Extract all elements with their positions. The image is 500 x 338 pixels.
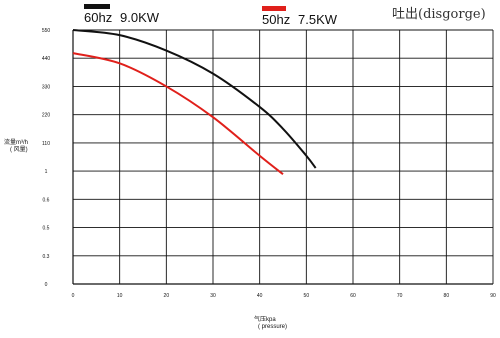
y-tick-label: 330	[42, 84, 51, 90]
x-axis-label: 气压kpa	[254, 315, 276, 323]
legend-swatch-50hz	[262, 6, 286, 11]
y-tick-label: 220	[42, 113, 51, 119]
series-line-50hz	[72, 52, 284, 175]
x-tick-label: 20	[164, 293, 170, 299]
x-tick-label: 60	[350, 293, 356, 299]
x-tick-label: 90	[490, 293, 496, 299]
series-lines	[72, 29, 317, 175]
grid	[72, 29, 494, 285]
y-tick-label: 550	[42, 28, 51, 34]
legend: 60hz 9.0KW 50hz 7.5KW	[84, 4, 338, 27]
x-tick-label: 0	[72, 293, 75, 299]
y-axis-label: 流量m³/h	[4, 138, 28, 146]
y-axis-sublabel: ( 风量)	[10, 146, 28, 153]
series-line-60hz	[72, 29, 317, 169]
y-tick-label: 0.6	[43, 197, 50, 203]
legend-label-60hz-power: 9.0KW	[120, 10, 160, 25]
y-tick-label: 440	[42, 56, 51, 62]
legend-label-50hz-power: 7.5KW	[298, 12, 338, 27]
x-tick-label: 50	[304, 293, 310, 299]
x-axis-sublabel: ( pressure)	[258, 324, 287, 330]
x-tick-label: 10	[117, 293, 123, 299]
y-tick-label: 1	[45, 169, 48, 175]
legend-swatch-60hz	[84, 4, 110, 9]
x-tick-label: 70	[397, 293, 403, 299]
x-tick-label: 40	[257, 293, 263, 299]
y-tick-label: 110	[42, 141, 50, 147]
y-tick-label: 0.5	[43, 226, 50, 232]
x-tick-label: 80	[444, 293, 450, 299]
y-tick-label: 0	[45, 282, 48, 288]
tick-labels: 0 10 20 30 40 50 60 70 80 90 0 0.3 0.5 0.6 1 110 220 330 4…	[42, 28, 496, 299]
y-tick-label: 0.3	[43, 254, 50, 260]
legend-label-50hz-freq: 50hz	[262, 12, 290, 27]
x-tick-label: 30	[210, 293, 216, 299]
chart-title: 吐出(disgorge)	[392, 7, 486, 22]
legend-label-60hz-freq: 60hz	[84, 10, 112, 25]
